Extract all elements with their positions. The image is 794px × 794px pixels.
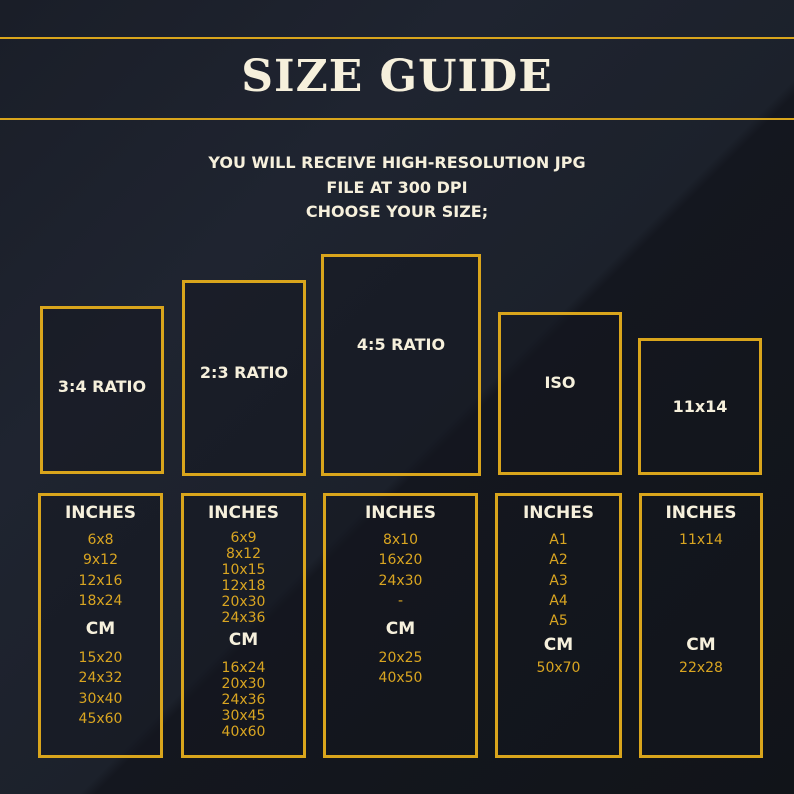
size-item: 20x25 [378, 650, 423, 667]
inches-heading: INCHES [207, 503, 280, 523]
cm-heading: CM [686, 635, 716, 656]
size-item: A5 [549, 613, 568, 630]
size-item: 15x20 [78, 650, 123, 667]
size-list-iso: INCHES A1 A2 A3 A4 A5 CM 50x70 [495, 493, 622, 758]
size-item: A2 [549, 552, 568, 569]
size-item: 12x18 [221, 578, 266, 594]
ratio-frame-4-5: 4:5 RATIO [321, 254, 481, 476]
size-item: 40x50 [378, 670, 423, 687]
size-item: A3 [549, 572, 568, 589]
inches-heading: INCHES [364, 503, 437, 523]
subtitle-line: YOU WILL RECEIVE HIGH-RESOLUTION JPG [208, 153, 586, 172]
inches-heading: INCHES [522, 503, 595, 523]
size-list-11x14: INCHES 11x14 CM 22x28 [639, 493, 763, 758]
size-item: 20x30 [221, 594, 266, 610]
inches-sizes: 6x9 8x12 10x15 12x18 20x30 24x36 [184, 530, 303, 626]
ratio-frame-11x14: 11x14 [638, 338, 762, 475]
cm-sizes: 22x28 [642, 658, 760, 678]
size-list-4-5: INCHES 8x10 16x20 24x30 - CM 20x25 40x50 [323, 493, 478, 758]
size-item: 8x12 [225, 546, 261, 562]
inches-heading: INCHES [64, 503, 137, 523]
size-item: 11x14 [679, 532, 723, 548]
cm-heading: CM [385, 619, 416, 640]
size-item: A1 [549, 532, 568, 548]
size-item: 24x36 [221, 610, 266, 626]
size-item: 16x24 [221, 660, 266, 676]
cm-sizes: 16x24 20x30 24x36 30x45 40x60 [184, 660, 303, 740]
size-list-3-4: INCHES 6x8 9x12 12x16 18x24 CM 15x20 24x… [38, 493, 163, 758]
subtitle-line: FILE AT 300 DPI [326, 177, 468, 197]
cm-sizes: 20x25 40x50 [326, 648, 475, 689]
size-item: 22x28 [679, 660, 723, 677]
cm-sizes: 50x70 [498, 658, 619, 678]
size-item: 24x36 [221, 692, 266, 708]
size-item: 24x32 [78, 670, 123, 687]
size-item: 6x9 [230, 530, 257, 546]
size-item: 10x15 [221, 562, 266, 578]
inches-sizes: 11x14 [642, 530, 760, 550]
ratio-label: 11x14 [672, 397, 728, 416]
header-top-line [0, 37, 794, 39]
size-item: 40x60 [221, 724, 266, 740]
ratio-label: 4:5 RATIO [356, 335, 446, 354]
size-item: A4 [549, 592, 568, 609]
size-item: 8x10 [382, 532, 418, 548]
size-item: 45x60 [78, 711, 123, 728]
size-item: 6x8 [87, 532, 114, 548]
ratio-label: 2:3 RATIO [199, 363, 289, 382]
ratio-label: ISO [544, 373, 576, 392]
inches-sizes: A1 A2 A3 A4 A5 [498, 530, 619, 631]
size-item: 30x40 [78, 690, 123, 707]
ratio-frame-iso: ISO [498, 312, 622, 475]
cm-heading: CM [85, 619, 116, 640]
size-item: 50x70 [536, 660, 581, 677]
size-item: 20x30 [221, 676, 266, 692]
ratio-frame-2-3: 2:3 RATIO [182, 280, 306, 476]
subtitle-line: CHOOSE YOUR SIZE; [305, 202, 489, 221]
size-list-2-3: INCHES 6x9 8x12 10x15 12x18 20x30 24x36 … [181, 493, 306, 758]
cm-heading: CM [228, 630, 259, 650]
page-title: SIZE GUIDE [241, 51, 553, 102]
cm-heading: CM [543, 635, 574, 656]
size-item: 18x24 [78, 592, 123, 609]
inches-sizes: 6x8 9x12 12x16 18x24 [41, 530, 160, 611]
subtitle: YOU WILL RECEIVE HIGH-RESOLUTION JPG FIL… [0, 151, 794, 225]
inches-heading: INCHES [665, 503, 737, 523]
size-item: 16x20 [378, 552, 423, 569]
header-bottom-line [0, 118, 794, 120]
inches-sizes: 8x10 16x20 24x30 - [326, 530, 475, 611]
size-item: 24x30 [378, 572, 423, 589]
size-item: 9x12 [82, 552, 118, 569]
size-item: 30x45 [221, 708, 266, 724]
cm-sizes: 15x20 24x32 30x40 45x60 [41, 648, 160, 729]
size-item: - [397, 592, 404, 609]
ratio-frame-3-4: 3:4 RATIO [40, 306, 164, 474]
size-item: 12x16 [78, 572, 123, 589]
ratio-label: 3:4 RATIO [57, 377, 147, 396]
